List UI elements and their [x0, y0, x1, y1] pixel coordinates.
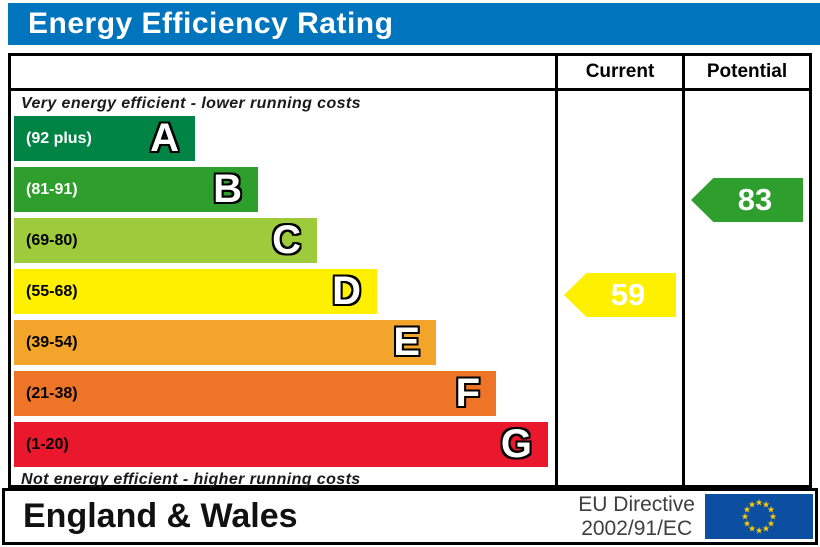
rating-band-c: (69-80) C: [14, 218, 317, 263]
potential-rating-value: 83: [737, 182, 773, 217]
band-range-label: (92 plus): [26, 129, 92, 147]
band-range-label: (21-38): [26, 384, 78, 402]
band-letter: D: [332, 269, 361, 313]
eu-directive-line2: 2002/91/EC: [581, 516, 693, 540]
rating-band-d: (55-68) D: [14, 269, 377, 314]
current-column: 59: [555, 91, 682, 485]
band-range-label: (81-91): [26, 180, 78, 198]
header-current: Current: [555, 56, 682, 88]
rating-bands: (92 plus) A (81-91) B (69-80) C (55-68) …: [14, 116, 555, 467]
rating-band-b: (81-91) B: [14, 167, 258, 212]
band-letter: A: [150, 116, 179, 160]
bottom-note: Not energy efficient - higher running co…: [21, 471, 361, 488]
current-rating-arrow: 59: [564, 273, 676, 317]
band-letter: C: [272, 218, 301, 262]
rating-band-a: (92 plus) A: [14, 116, 195, 161]
band-letter: B: [213, 167, 242, 211]
top-note: Very energy efficient - lower running co…: [21, 95, 361, 112]
eu-directive-label: EU Directive 2002/91/EC: [578, 493, 695, 541]
band-range-label: (1-20): [26, 435, 69, 453]
current-rating-value: 59: [610, 277, 646, 312]
band-letter: F: [455, 371, 480, 415]
table-body-row: Very energy efficient - lower running co…: [11, 91, 809, 488]
title-bar: Energy Efficiency Rating: [8, 3, 820, 45]
chart-title: Energy Efficiency Rating: [28, 7, 394, 40]
footer: England & Wales EU Directive 2002/91/EC …: [2, 488, 818, 545]
eu-directive-line1: EU Directive: [578, 492, 695, 516]
rating-table: Current Potential Very energy efficient …: [8, 53, 812, 488]
rating-band-e: (39-54) E: [14, 320, 436, 365]
band-letter: E: [393, 320, 420, 364]
band-range-label: (39-54): [26, 333, 78, 351]
band-range-label: (69-80): [26, 231, 78, 249]
band-letter: G: [500, 422, 532, 466]
potential-rating-arrow: 83: [691, 178, 803, 222]
bands-area: Very energy efficient - lower running co…: [11, 91, 555, 488]
region-label: England & Wales: [23, 497, 298, 535]
eu-flag-icon: ★ ★ ★ ★ ★ ★ ★ ★ ★ ★ ★ ★: [705, 494, 813, 539]
rating-band-f: (21-38) F: [14, 371, 496, 416]
potential-column: 83: [682, 91, 809, 485]
rating-band-g: (1-20) G: [14, 422, 548, 467]
header-spacer-cell: [11, 56, 555, 88]
header-potential: Potential: [682, 56, 809, 88]
band-range-label: (55-68): [26, 282, 78, 300]
table-header-row: Current Potential: [11, 56, 809, 91]
